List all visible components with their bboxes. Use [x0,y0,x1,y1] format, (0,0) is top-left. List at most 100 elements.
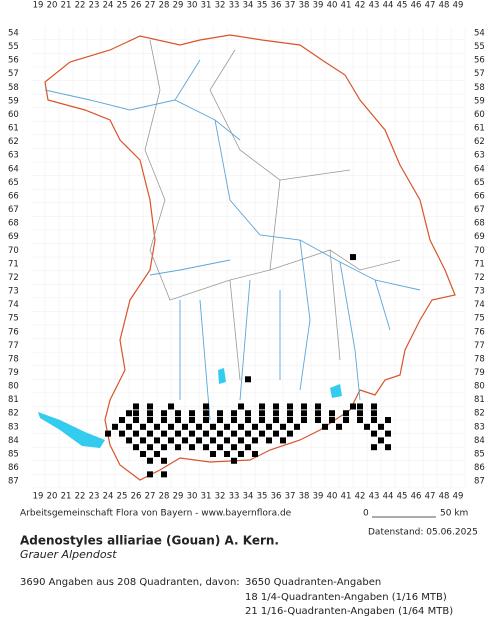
column-label: 39 [313,1,324,11]
column-label: 23 [89,492,100,502]
row-label: 71 [8,259,19,269]
row-label: 83 [8,422,19,432]
occurrence [175,444,181,451]
occurrence [231,430,237,437]
column-label: 26 [131,1,142,11]
row-label: 55 [8,42,19,52]
row-label: 79 [474,368,485,378]
column-label: 32 [215,1,226,11]
occurrence [182,423,188,430]
occurrence [343,410,349,417]
occurrence [203,410,209,417]
column-label: 28 [159,1,170,11]
row-label: 57 [8,69,19,79]
row-label: 85 [8,449,19,459]
date: Datenstand: 05.06.2025 [368,528,478,538]
column-label: 49 [453,492,464,502]
row-label: 82 [8,409,19,419]
occurrence [154,423,160,430]
occurrence [231,457,237,464]
column-label: 44 [383,1,394,11]
occurrence [168,437,174,444]
occurrence [189,444,195,451]
column-label: 33 [229,492,240,502]
occurrence [343,417,349,424]
row-label: 78 [8,354,19,364]
column-label: 19 [33,1,44,11]
occurrence [287,410,293,417]
occurrence [273,403,279,410]
occurrence [329,417,335,424]
row-label: 61 [8,124,19,134]
column-label: 21 [61,492,72,502]
occurrence [147,410,153,417]
occurrence [238,403,244,410]
scale-end: 50 km [440,509,468,519]
column-label: 22 [75,492,86,502]
occurrence [294,423,300,430]
row-label: 86 [8,463,19,473]
occurrence [224,450,230,457]
occurrence [175,417,181,424]
occurrence [182,437,188,444]
column-label: 23 [89,1,100,11]
row-label: 70 [474,246,485,256]
row-label: 76 [8,327,19,337]
occurrence [161,417,167,424]
occurrence [287,403,293,410]
row-label: 66 [8,191,19,201]
occurrence [259,403,265,410]
row-label: 81 [474,395,485,405]
column-label: 29 [173,1,184,11]
column-label: 34 [243,1,254,11]
occurrence [301,410,307,417]
occurrence [273,410,279,417]
column-label: 42 [355,492,366,502]
occurrence [203,417,209,424]
row-label: 68 [474,219,485,229]
row-label: 57 [474,69,485,79]
occurrence [217,444,223,451]
occurrence [378,423,384,430]
column-label: 45 [397,492,408,502]
column-label: 29 [173,492,184,502]
occurrence [133,403,139,410]
occurrence [119,430,125,437]
occurrence [119,417,125,424]
occurrence [371,403,377,410]
row-label: 65 [474,178,485,188]
column-label: 49 [453,1,464,11]
occurrence [140,450,146,457]
column-label: 45 [397,1,408,11]
column-label: 37 [285,492,296,502]
column-label: 41 [341,1,352,11]
occurrence [371,410,377,417]
occurrence [203,444,209,451]
occurrence [196,423,202,430]
column-label: 30 [187,1,198,11]
row-label: 72 [8,273,19,283]
occurrence [252,450,258,457]
occurrence [140,437,146,444]
occurrence [189,430,195,437]
column-label: 42 [355,1,366,11]
row-label: 84 [474,436,485,446]
row-label: 62 [474,137,485,147]
stat: 3650 Quadranten-Angaben [245,577,381,588]
row-label: 79 [8,368,19,378]
occurrence [203,430,209,437]
row-label: 64 [474,164,485,174]
grid-labels: 1919202021212222232324242525262627272828… [8,1,485,502]
occurrence [315,417,321,424]
occurrence [280,437,286,444]
occurrence [161,471,167,478]
occurrence [357,403,363,410]
row-label: 58 [8,83,19,93]
occurrence [287,430,293,437]
occurrence [161,444,167,451]
occurrence [210,423,216,430]
column-label: 27 [145,1,156,11]
grid [32,27,466,489]
occurrence [147,430,153,437]
row-label: 54 [8,29,19,39]
